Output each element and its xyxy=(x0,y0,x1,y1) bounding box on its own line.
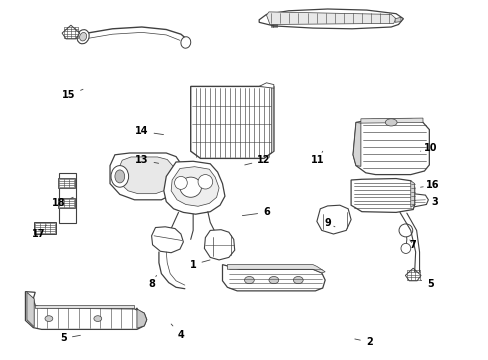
Polygon shape xyxy=(110,153,183,200)
Text: 5: 5 xyxy=(60,333,80,343)
Polygon shape xyxy=(394,17,400,22)
Ellipse shape xyxy=(94,316,102,321)
Text: 1: 1 xyxy=(189,260,210,270)
Text: 16: 16 xyxy=(420,180,439,190)
Bar xyxy=(59,173,76,223)
Text: 17: 17 xyxy=(32,225,46,239)
Ellipse shape xyxy=(198,175,212,189)
Polygon shape xyxy=(394,194,427,208)
Text: 6: 6 xyxy=(242,207,269,217)
Text: 10: 10 xyxy=(420,143,436,153)
Polygon shape xyxy=(266,12,395,24)
Polygon shape xyxy=(271,86,273,153)
Polygon shape xyxy=(259,9,403,29)
Text: 8: 8 xyxy=(148,275,156,289)
Polygon shape xyxy=(190,86,273,158)
Polygon shape xyxy=(25,292,146,329)
Ellipse shape xyxy=(80,32,86,41)
Polygon shape xyxy=(27,292,34,327)
Polygon shape xyxy=(34,222,56,234)
Polygon shape xyxy=(163,161,224,214)
Ellipse shape xyxy=(244,276,254,284)
Ellipse shape xyxy=(111,166,128,187)
Ellipse shape xyxy=(115,170,124,183)
Polygon shape xyxy=(35,305,134,308)
Ellipse shape xyxy=(293,276,303,284)
Ellipse shape xyxy=(174,176,187,189)
Text: 4: 4 xyxy=(171,324,184,340)
Ellipse shape xyxy=(181,37,190,48)
Text: 18: 18 xyxy=(52,197,73,208)
Text: 11: 11 xyxy=(310,151,324,165)
Polygon shape xyxy=(259,83,273,88)
Text: 2: 2 xyxy=(354,337,372,347)
Text: 15: 15 xyxy=(61,89,83,100)
Polygon shape xyxy=(352,122,360,166)
Text: 3: 3 xyxy=(425,197,438,207)
Text: 12: 12 xyxy=(244,155,270,165)
Polygon shape xyxy=(410,181,414,207)
Text: 14: 14 xyxy=(135,126,163,136)
Polygon shape xyxy=(222,265,325,291)
Text: 13: 13 xyxy=(135,155,158,165)
Text: 7: 7 xyxy=(409,240,416,250)
Ellipse shape xyxy=(398,224,412,237)
Ellipse shape xyxy=(77,30,89,44)
Polygon shape xyxy=(204,230,234,260)
Polygon shape xyxy=(352,119,428,175)
Polygon shape xyxy=(171,167,219,206)
Ellipse shape xyxy=(45,316,53,321)
Polygon shape xyxy=(137,308,146,328)
Polygon shape xyxy=(58,198,75,208)
Polygon shape xyxy=(360,118,422,123)
Polygon shape xyxy=(316,205,350,234)
Text: 5: 5 xyxy=(420,279,433,289)
Polygon shape xyxy=(58,178,75,188)
Ellipse shape xyxy=(400,243,410,253)
Polygon shape xyxy=(118,157,175,194)
Ellipse shape xyxy=(180,177,201,197)
Polygon shape xyxy=(62,25,80,39)
Polygon shape xyxy=(151,227,183,253)
Polygon shape xyxy=(350,179,414,212)
Ellipse shape xyxy=(385,119,396,126)
Ellipse shape xyxy=(268,276,278,284)
Polygon shape xyxy=(227,265,325,273)
Text: 9: 9 xyxy=(324,218,334,228)
Polygon shape xyxy=(405,268,420,281)
